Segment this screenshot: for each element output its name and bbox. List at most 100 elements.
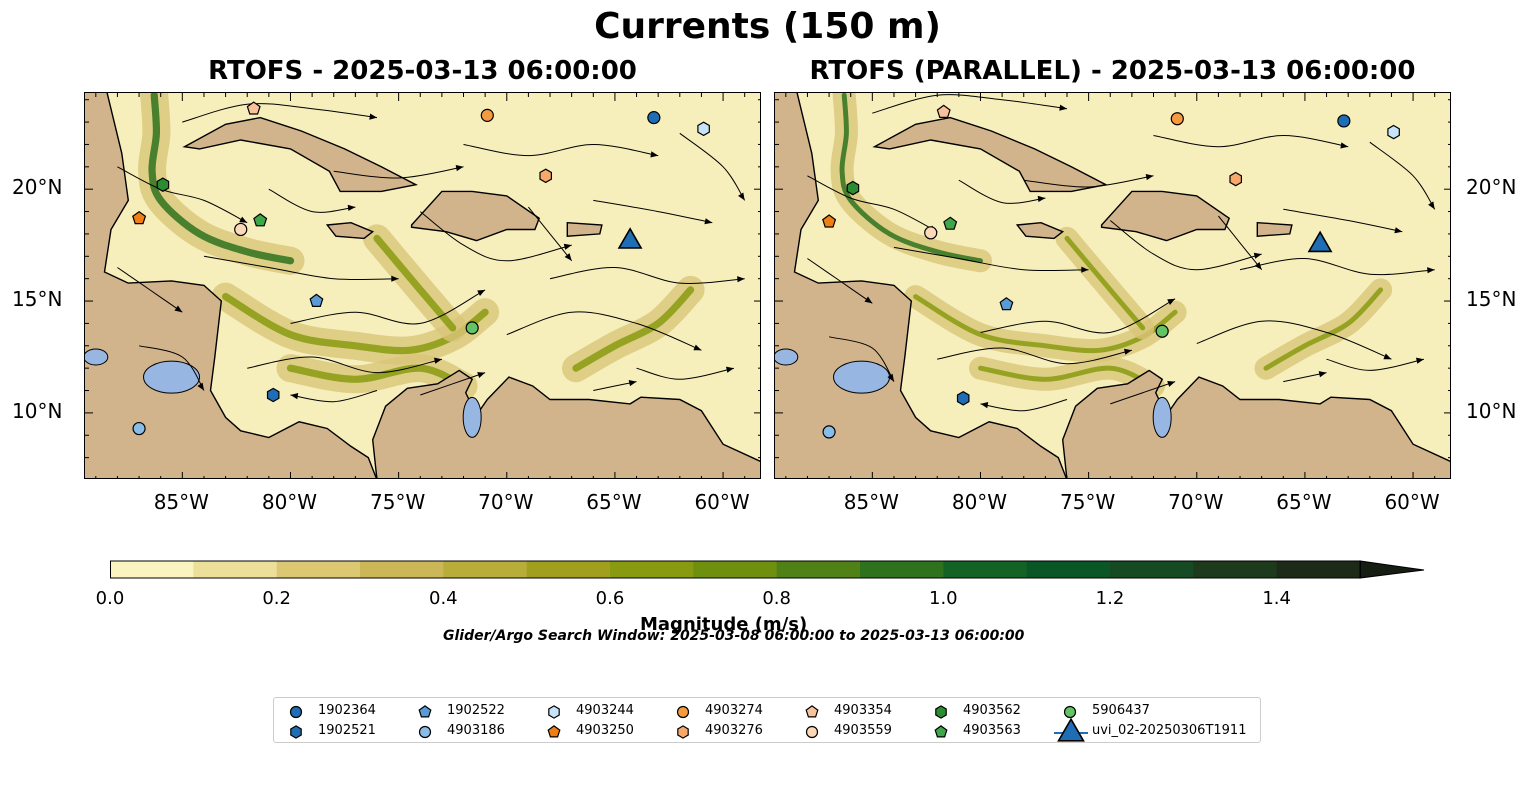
streamline xyxy=(290,390,378,403)
legend-marker-4903186 xyxy=(418,725,432,739)
streamline-arrow xyxy=(1254,262,1262,270)
streamline-arrow xyxy=(693,344,702,351)
colorbar-segment xyxy=(1276,561,1361,578)
colorbar-segment xyxy=(1110,561,1194,578)
colorbar-label: Magnitude (m/s) xyxy=(640,614,808,635)
colorbar-tick-label: 0.6 xyxy=(595,588,625,609)
platform-marker-4903354 xyxy=(936,104,951,118)
colorbar-tick-label: 1.4 xyxy=(1262,588,1291,609)
inland-water xyxy=(833,360,891,394)
streamline xyxy=(138,345,205,391)
colorbar-tick-label: 1.0 xyxy=(929,588,958,609)
streamline xyxy=(1109,220,1262,271)
platform-marker-5906437 xyxy=(465,321,479,335)
inland-water xyxy=(85,348,109,366)
frame-ticks xyxy=(775,93,1450,478)
streamline xyxy=(1326,358,1425,371)
streamline-arrow xyxy=(864,296,873,304)
streamline-arrow xyxy=(1167,298,1176,305)
streamline-arrow xyxy=(980,402,989,409)
streamline xyxy=(679,132,746,201)
lon-tick-label: 80°W xyxy=(261,490,318,514)
legend-marker-uvi_02-20250306T1911 xyxy=(1057,717,1085,742)
platform-marker-1902522 xyxy=(999,297,1014,311)
streamline-arrow xyxy=(174,305,183,313)
streamline-arrow xyxy=(369,113,377,120)
streamline-arrow xyxy=(737,276,745,283)
streamline-arrow xyxy=(434,357,442,364)
colorbar-frame xyxy=(110,560,1361,579)
platform-marker-4903276 xyxy=(539,168,552,184)
jamaica-land xyxy=(1015,221,1065,240)
panel-title-rtofs: RTOFS - 2025-03-13 06:00:00 xyxy=(208,56,637,86)
streamline xyxy=(807,175,938,233)
hispaniola-land xyxy=(410,190,541,242)
legend-marker-1902521 xyxy=(290,725,302,739)
lat-tick-label: 20°N xyxy=(12,175,63,200)
streamline xyxy=(980,399,1068,412)
legend-label: 5906437 xyxy=(1092,703,1150,718)
platform-marker-4903559 xyxy=(234,222,248,237)
colorbar-tick-label: 0.8 xyxy=(762,588,791,609)
streamline xyxy=(636,367,734,380)
platform-marker-1902521 xyxy=(956,391,970,406)
legend-marker-4903276 xyxy=(677,725,689,739)
legend-marker-4903559 xyxy=(805,725,819,739)
jamaica-land xyxy=(325,221,375,240)
legend-label: 4903559 xyxy=(834,723,892,738)
legend-marker-4903250 xyxy=(547,725,561,738)
streamline-arrow xyxy=(704,218,713,225)
lon-tick-label: 70°W xyxy=(478,490,534,514)
streamline-arrow xyxy=(347,204,356,211)
current-jet-core xyxy=(978,365,1156,389)
current-map-rtofs-parallel xyxy=(775,93,1450,478)
current-jet-core xyxy=(1263,287,1384,371)
colorbar-segment xyxy=(443,561,528,578)
legend-marker-4903562 xyxy=(935,705,947,719)
current-jet-core xyxy=(839,93,983,264)
legend-marker-4903354 xyxy=(805,705,819,718)
streamline-arrow xyxy=(1318,371,1327,378)
streamline-arrow xyxy=(391,275,399,282)
platform-marker-4903562 xyxy=(846,180,860,196)
lon-tick-label: 65°W xyxy=(586,490,642,514)
platform-marker-4903562 xyxy=(156,177,170,192)
platform-legend: 1902364 1902521 1902522 4903186 4903244 49032… xyxy=(273,697,1261,743)
colorbar-segment xyxy=(276,561,361,578)
lat-tick-label: 10°N xyxy=(1466,398,1517,423)
cuba-land xyxy=(182,116,419,193)
streamline-arrow xyxy=(1037,195,1046,202)
colorbar-segment xyxy=(943,561,1028,578)
colorbar-tick-label: 0.4 xyxy=(429,588,458,609)
inland-water xyxy=(1152,396,1172,438)
map-panel-rtofs-parallel[interactable] xyxy=(774,92,1451,479)
colorbar-segment xyxy=(610,561,694,578)
colorbar-segment xyxy=(1026,561,1111,578)
lat-tick-label: 15°N xyxy=(12,287,63,312)
platform-marker-4903276 xyxy=(1229,171,1242,187)
streamline xyxy=(1153,134,1349,148)
legend-label: 4903244 xyxy=(576,703,634,718)
platform-marker-1902522 xyxy=(309,293,324,307)
platform-marker-4903250 xyxy=(822,214,837,228)
map-panel-rtofs[interactable] xyxy=(84,92,761,479)
streamline xyxy=(549,266,745,284)
platform-marker-4903244 xyxy=(697,121,710,137)
lon-tick-label: 65°W xyxy=(1276,490,1332,514)
legend-label: 4903354 xyxy=(834,703,892,718)
lat-tick-label: 10°N xyxy=(12,398,63,423)
streamline-arrow xyxy=(738,192,745,201)
legend-label: 1902364 xyxy=(318,703,376,718)
streamline-arrow xyxy=(1416,357,1424,364)
streamline xyxy=(528,206,573,262)
streamline-arrow xyxy=(477,372,486,378)
platform-marker-4903563 xyxy=(253,213,268,227)
streamline xyxy=(828,336,895,382)
streamline xyxy=(807,258,873,304)
streamline xyxy=(117,166,248,224)
current-jet-core xyxy=(373,234,457,332)
south-america-land xyxy=(1061,369,1450,478)
figure-title: Currents (150 m) xyxy=(594,6,941,47)
inland-water xyxy=(143,360,201,394)
lon-tick-label: 85°W xyxy=(153,490,209,514)
